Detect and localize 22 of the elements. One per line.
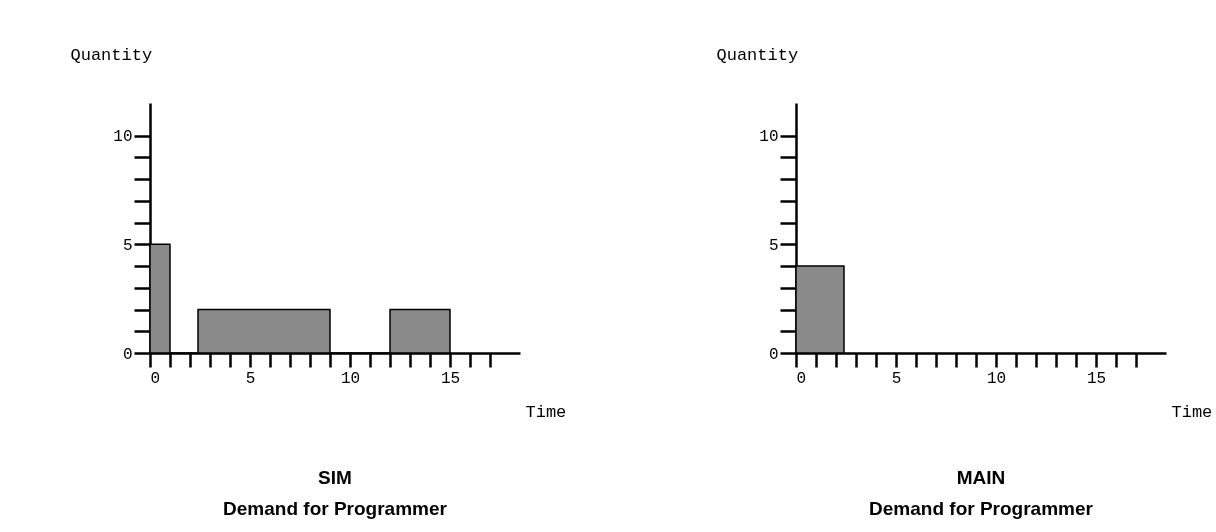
text: Demand for Programmer — [869, 498, 1094, 519]
y-tick-label: 5 — [122, 236, 133, 255]
x-tick-label: 15 — [1086, 369, 1107, 388]
x-tick-label: 10 — [340, 369, 361, 388]
x-tick-label: 10 — [986, 369, 1007, 388]
x-tick-label: 0 — [796, 369, 807, 388]
text: SIM — [318, 467, 352, 488]
x-axis-title: Time — [1171, 402, 1213, 422]
y-tick-label: 10 — [113, 128, 133, 147]
y-tick-label: 0 — [122, 345, 133, 364]
text: Demand for Programmer — [223, 498, 448, 519]
y-axis-title: Quantity — [70, 45, 153, 65]
y-tick-label: 10 — [759, 128, 779, 147]
x-axis-title: Time — [525, 402, 567, 422]
y-axis-title: Quantity — [716, 45, 799, 65]
y-tick-label: 0 — [768, 345, 779, 364]
y-tick-label: 5 — [768, 236, 779, 255]
x-tick-label: 15 — [440, 369, 461, 388]
x-tick-label: 5 — [891, 369, 902, 388]
x-tick-label: 0 — [150, 369, 161, 388]
x-tick-label: 5 — [245, 369, 256, 388]
text: MAIN — [956, 467, 1006, 488]
